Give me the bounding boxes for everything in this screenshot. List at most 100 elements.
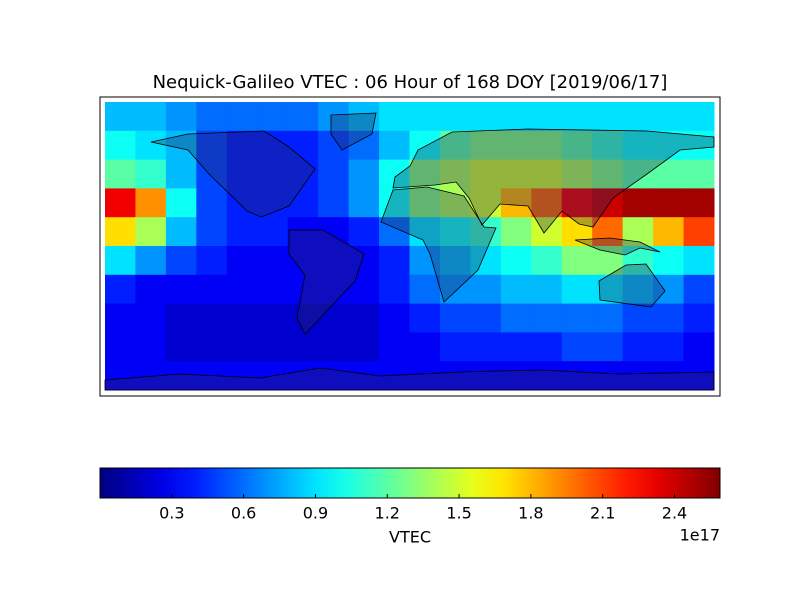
cell <box>105 188 136 218</box>
cell <box>226 332 258 362</box>
cell <box>531 159 563 189</box>
cell <box>165 102 197 132</box>
cell <box>348 217 380 247</box>
cell <box>287 361 319 391</box>
cell <box>622 159 654 189</box>
cell <box>165 188 197 218</box>
cell <box>135 102 167 132</box>
cell <box>318 102 350 132</box>
cell <box>653 130 685 161</box>
cell <box>196 102 228 132</box>
cell <box>287 217 319 247</box>
cell <box>135 274 167 305</box>
cell <box>500 159 532 189</box>
cell <box>439 188 471 218</box>
cell <box>531 303 563 333</box>
cell <box>318 188 350 218</box>
cell <box>439 303 471 333</box>
cell <box>622 361 654 391</box>
cell <box>409 361 441 391</box>
colorbar-tick-label: 0.6 <box>231 504 256 523</box>
cell <box>409 130 441 161</box>
cell <box>226 188 258 218</box>
eurasia <box>392 128 715 234</box>
cell <box>318 274 350 305</box>
cell <box>592 246 624 276</box>
cell <box>105 361 136 391</box>
greenland <box>330 112 377 151</box>
cell <box>592 159 624 189</box>
cell <box>287 274 319 305</box>
cell <box>105 130 136 161</box>
north-america <box>150 130 316 218</box>
cell <box>318 332 350 362</box>
cell <box>165 217 197 247</box>
cell <box>622 130 654 161</box>
cell <box>165 332 197 362</box>
cell <box>592 217 624 247</box>
cell <box>470 130 502 161</box>
colorbar-ticks: 0.3 0.6 0.9 1.2 1.5 1.8 2.1 2.4 <box>159 494 687 523</box>
cell <box>196 130 228 161</box>
cell <box>257 274 289 305</box>
cell <box>561 332 593 362</box>
cell <box>135 246 167 276</box>
cell <box>531 361 563 391</box>
cell <box>439 102 471 132</box>
cell <box>592 188 624 218</box>
cell <box>196 303 228 333</box>
cell <box>105 102 136 132</box>
cell <box>683 303 715 333</box>
cell <box>531 332 563 362</box>
cell <box>500 361 532 391</box>
colorbar <box>99 467 721 499</box>
cell <box>622 102 654 132</box>
cell <box>196 188 228 218</box>
cell <box>653 361 685 391</box>
cell <box>165 274 197 305</box>
cell <box>531 217 563 247</box>
cell <box>683 246 715 276</box>
cell <box>165 159 197 189</box>
cell <box>287 332 319 362</box>
south-america <box>288 229 365 335</box>
cell <box>196 332 228 362</box>
cell <box>470 332 502 362</box>
cell <box>653 102 685 132</box>
cell <box>470 217 502 247</box>
cell <box>470 303 502 333</box>
cell <box>348 332 380 362</box>
cell <box>379 102 410 132</box>
cell <box>500 332 532 362</box>
cell <box>105 159 136 189</box>
africa <box>380 186 497 303</box>
cell <box>226 102 258 132</box>
chart-title: Nequick-Galileo VTEC : 06 Hour of 168 DO… <box>153 72 668 93</box>
australia <box>598 263 666 308</box>
cell <box>439 159 471 189</box>
cell <box>348 102 380 132</box>
cell <box>500 130 532 161</box>
cell <box>196 274 228 305</box>
cell <box>531 130 563 161</box>
cell <box>500 246 532 276</box>
cell <box>318 217 350 247</box>
cell <box>592 361 624 391</box>
cell <box>348 246 380 276</box>
cell <box>409 188 441 218</box>
cell <box>257 217 289 247</box>
cell <box>439 274 471 305</box>
cell <box>226 361 258 391</box>
cell <box>531 274 563 305</box>
cell <box>470 102 502 132</box>
cell <box>379 246 410 276</box>
cell <box>379 303 410 333</box>
cell <box>165 361 197 391</box>
cell <box>105 332 136 362</box>
colorbar-tick-label: 0.3 <box>159 504 184 523</box>
cell <box>531 246 563 276</box>
cell <box>653 217 685 247</box>
cell <box>409 102 441 132</box>
cell <box>196 246 228 276</box>
